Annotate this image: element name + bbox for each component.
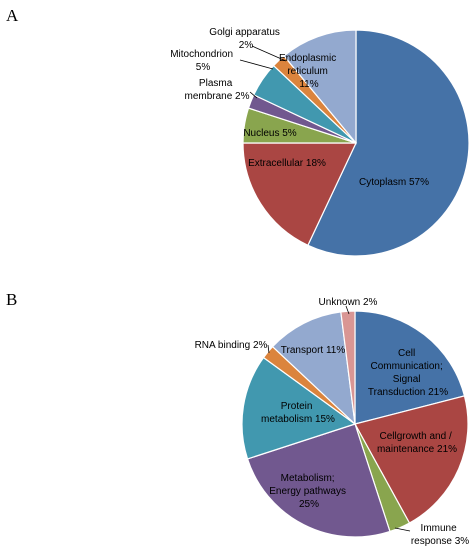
slice-label-plasma-membrane: Plasma membrane 2% xyxy=(184,78,249,102)
slice-label-ir-line1: Immune xyxy=(421,523,458,534)
slice-label-unknown: Unknown 2% xyxy=(319,297,378,308)
slice-label-cg-line2: maintenance 21% xyxy=(377,444,457,455)
slice-label-cc-line2: Communication; xyxy=(370,361,442,372)
slice-label-er-line1: Endoplasmic xyxy=(279,53,336,64)
slice-label-ir-line2: response 3% xyxy=(411,536,469,547)
slice-label-golgi: Golgi apparatus 2% xyxy=(209,27,282,51)
pie-b-slice-3 xyxy=(246,423,391,538)
slice-label-golgi-line1: Golgi apparatus xyxy=(209,27,280,38)
pie-b-slices xyxy=(241,310,469,538)
slice-label-cc-line3: Signal xyxy=(393,374,421,385)
slice-label-endoplasmic-reticulum: Endoplasmic reticulum 11% xyxy=(279,53,339,90)
leader-mitochondrion xyxy=(239,59,274,70)
pie-b-slice-1 xyxy=(354,395,469,524)
slice-label-transport: Transport 11% xyxy=(281,345,346,356)
slice-label-met-line2: Energy pathways xyxy=(269,486,346,497)
leader-plasma-membrane xyxy=(249,91,258,99)
slice-label-cellgrowth: Cellgrowth and / maintenance 21% xyxy=(377,431,457,455)
slice-label-cg-line1: Cellgrowth and / xyxy=(379,431,451,442)
pie-a-labels: Golgi apparatus 2% Endoplasmic reticulum… xyxy=(170,27,429,188)
pie-a-leaders xyxy=(239,45,287,99)
slice-label-protein-metabolism: Protein metabolism 15% xyxy=(261,401,335,425)
slice-label-pm-line2: membrane 2% xyxy=(184,91,249,102)
pie-b-leaders xyxy=(267,305,411,532)
pie-b-slice-4 xyxy=(241,356,357,460)
slice-label-nucleus: Nucleus 5% xyxy=(243,128,296,139)
slice-label-metabolism: Metabolism; Energy pathways 25% xyxy=(269,473,349,510)
pie-b-slice-0 xyxy=(354,310,466,425)
leader-golgi xyxy=(251,45,287,62)
panel-label-b: B xyxy=(6,290,17,309)
slice-label-pmet-line2: metabolism 15% xyxy=(261,414,335,425)
leader-rna-binding xyxy=(267,344,270,354)
pie-b-labels: Unknown 2% RNA binding 2% Transport 11% … xyxy=(195,297,470,547)
slice-label-golgi-line2: 2% xyxy=(239,40,254,51)
pie-chart-b: B Unknown 2% RNA binding 2% Transport 11… xyxy=(6,290,469,547)
slice-label-pm-line1: Plasma xyxy=(199,78,233,89)
slice-label-met-line1: Metabolism; xyxy=(281,473,335,484)
leader-immune-response xyxy=(394,527,411,532)
pie-a-slice-1 xyxy=(242,142,357,247)
slice-label-met-line3: 25% xyxy=(299,499,319,510)
pie-b-slice-6 xyxy=(271,311,356,426)
slice-label-cell-communication: Cell Communication; Signal Transduction … xyxy=(368,348,448,398)
slice-label-extracellular: Extracellular 18% xyxy=(248,158,326,169)
slice-label-immune-response: Immune response 3% xyxy=(411,523,469,547)
slice-label-mito-line1: Mitochondrion xyxy=(170,49,233,60)
slice-label-cc-line1: Cell xyxy=(398,348,415,359)
pie-a-slice-0 xyxy=(307,29,470,257)
slice-label-rna-binding: RNA binding 2% xyxy=(195,340,268,351)
slice-label-cytoplasm: Cytoplasm 57% xyxy=(359,177,429,188)
leader-unknown xyxy=(345,305,350,315)
panel-label-a: A xyxy=(6,6,19,25)
slice-label-er-line2: reticulum xyxy=(287,66,328,77)
pie-chart-a: A Golgi apparatus 2% Endoplasmic reticul… xyxy=(6,6,470,257)
slice-label-mitochondrion: Mitochondrion 5% xyxy=(170,49,236,73)
slice-label-cc-line4: Transduction 21% xyxy=(368,387,448,398)
slice-label-er-line3: 11% xyxy=(299,79,318,90)
slice-label-mito-line2: 5% xyxy=(196,62,211,73)
pie-a-slice-6 xyxy=(283,29,357,145)
slice-label-pmet-line1: Protein xyxy=(281,401,313,412)
pie-a-slices xyxy=(242,29,470,257)
